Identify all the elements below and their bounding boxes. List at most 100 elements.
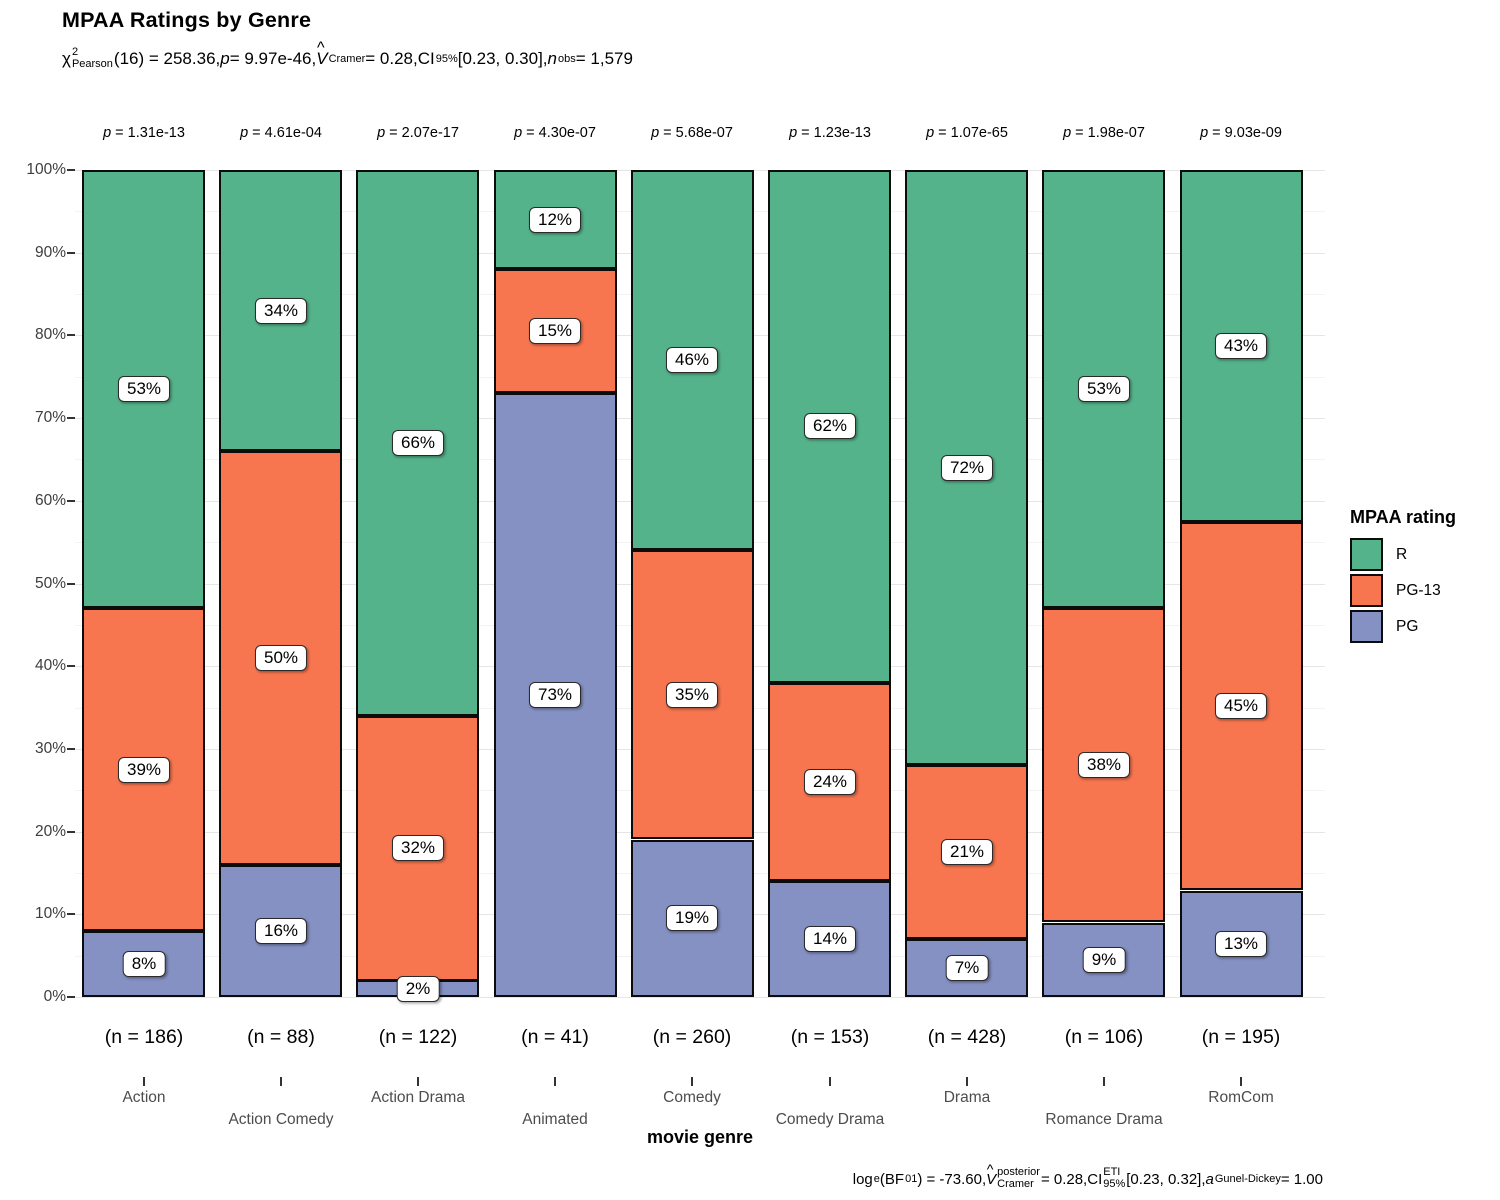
- chi-sup-sub: 2 Pearson: [72, 47, 113, 70]
- percent-label: 53%: [1077, 376, 1131, 402]
- log-symbol: log: [852, 1170, 873, 1188]
- n-symbol: n: [547, 49, 557, 68]
- chi-superscript: 2: [71, 46, 79, 59]
- bar-segment-r: [1180, 170, 1303, 522]
- bar-segment-pg-13: [1180, 522, 1303, 890]
- y-tick-label: 70%: [34, 409, 66, 427]
- y-tick-mark: [67, 747, 75, 750]
- percent-label: 73%: [528, 682, 582, 708]
- v-posterior-sup-sub: posterior Cramer: [997, 1167, 1040, 1190]
- percent-label: 9%: [1082, 947, 1126, 973]
- percent-label: 2%: [396, 976, 440, 1002]
- ci-symbol: CI: [417, 49, 435, 68]
- hat-accent: ^: [986, 1161, 994, 1178]
- x-tick-mark: [143, 1077, 145, 1086]
- hat-accent: ^: [316, 39, 325, 57]
- n-count-label: (n = 106): [1064, 1026, 1144, 1048]
- n-count-label: (n = 88): [247, 1026, 315, 1048]
- x-tick-mark: [1103, 1077, 1105, 1086]
- caption-bf-text: ) = -73.60,: [917, 1170, 987, 1188]
- x-tick-label-animated: Animated: [522, 1111, 588, 1128]
- bf-subscript: 01: [905, 1173, 918, 1185]
- y-tick-label: 60%: [34, 491, 66, 509]
- p-symbol: p: [220, 49, 230, 68]
- log-subscript: e: [873, 1173, 880, 1185]
- p-value-label: p = 9.03e-09: [1200, 125, 1282, 141]
- percent-label: 72%: [940, 455, 994, 481]
- chi-subscript: Pearson: [71, 58, 113, 70]
- gridline: [75, 997, 1325, 998]
- x-tick-label-action-comedy: Action Comedy: [228, 1111, 334, 1128]
- subtitle-stat-text: (16) = 258.36,: [113, 49, 221, 68]
- y-tick-mark: [67, 334, 75, 337]
- bar-segment-pg: [219, 865, 342, 997]
- percent-label: 39%: [117, 757, 171, 783]
- ci-subscript: 95%: [1103, 1178, 1126, 1190]
- n-count-label: (n = 260): [652, 1026, 732, 1048]
- y-tick-mark: [67, 169, 75, 171]
- p-value-label: p = 1.31e-13: [103, 125, 185, 141]
- n-count-label: (n = 41): [521, 1026, 589, 1048]
- x-tick-mark: [554, 1077, 556, 1086]
- y-tick-mark: [67, 499, 75, 502]
- x-tick-label-action: Action: [122, 1089, 166, 1106]
- y-tick-label: 20%: [34, 822, 66, 840]
- chart-subtitle: χ 2 Pearson (16) = 258.36, p = 9.97e-46, ^ V…: [62, 39, 633, 78]
- ci-superscript: ETI: [1103, 1166, 1121, 1179]
- chi-symbol: χ: [62, 49, 71, 68]
- p-value-label: p = 5.68e-07: [651, 125, 733, 141]
- percent-label: 12%: [528, 207, 582, 233]
- y-tick-label: 50%: [34, 574, 66, 592]
- bar-segment-r: [1042, 170, 1165, 608]
- y-tick-label: 10%: [34, 905, 66, 923]
- v-cramer-subscript: Cramer: [328, 53, 366, 65]
- subtitle-ci-text: [0.23, 0.30],: [457, 49, 548, 68]
- legend-title: MPAA rating: [1350, 507, 1456, 527]
- legend-items: R PG-13 PG: [1350, 538, 1456, 643]
- subtitle-v-text: = 0.28,: [365, 49, 418, 68]
- n-count-label: (n = 153): [790, 1026, 870, 1048]
- y-tick-label: 80%: [34, 326, 66, 344]
- x-tick-label-drama: Drama: [943, 1089, 991, 1106]
- legend-item-pg: PG: [1350, 610, 1456, 643]
- percent-label: 16%: [254, 918, 308, 944]
- percent-label: 46%: [665, 347, 719, 373]
- caption-a-text: = 1.00: [1280, 1170, 1323, 1188]
- y-tick-mark: [67, 417, 75, 420]
- y-tick-mark: [67, 996, 75, 998]
- legend-label: R: [1396, 545, 1408, 563]
- y-tick-mark: [67, 582, 75, 585]
- percent-label: 53%: [117, 376, 171, 402]
- percent-label: 24%: [803, 769, 857, 795]
- n-count-label: (n = 186): [104, 1026, 184, 1048]
- a-symbol: a: [1205, 1170, 1214, 1188]
- percent-label: 34%: [254, 298, 308, 324]
- percent-label: 14%: [803, 926, 857, 952]
- v-subscript: Cramer: [997, 1178, 1034, 1190]
- n-count-label: (n = 195): [1201, 1026, 1281, 1048]
- a-subscript: Gunel-Dickey: [1214, 1173, 1281, 1185]
- legend-label: PG: [1396, 617, 1419, 635]
- n-count-label: (n = 122): [378, 1026, 458, 1048]
- y-tick-label: 90%: [34, 243, 66, 261]
- percent-label: 66%: [391, 430, 445, 456]
- percent-label: 13%: [1214, 931, 1268, 957]
- ci-eti-sup-sub: ETI 95%: [1103, 1167, 1125, 1190]
- x-tick-mark: [280, 1077, 282, 1086]
- y-tick-label: 30%: [34, 739, 66, 757]
- percent-label: 35%: [665, 682, 719, 708]
- v-cramer-symbol: ^ V: [316, 39, 328, 68]
- y-tick-mark: [67, 830, 75, 833]
- p-value-label: p = 4.30e-07: [514, 125, 596, 141]
- y-tick-label: 40%: [34, 657, 66, 675]
- percent-label: 43%: [1214, 333, 1268, 359]
- caption-ci-text: [0.23, 0.32],: [1126, 1170, 1206, 1188]
- percent-label: 62%: [803, 413, 857, 439]
- ci-subscript: 95%: [435, 53, 458, 65]
- legend: MPAA rating R PG-13 PG: [1350, 507, 1456, 646]
- p-value-label: p = 2.07e-17: [377, 125, 459, 141]
- y-tick-label: 100%: [26, 161, 66, 178]
- x-tick-mark: [691, 1077, 693, 1086]
- n-subscript: obs: [558, 53, 576, 65]
- p-value-label: p = 1.07e-65: [926, 125, 1008, 141]
